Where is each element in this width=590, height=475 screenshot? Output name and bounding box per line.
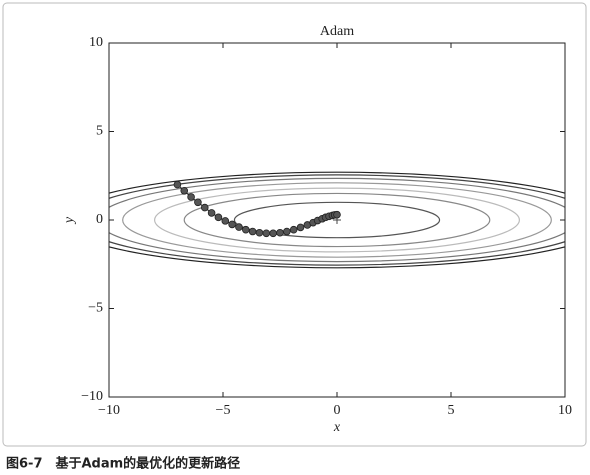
point: [221, 217, 230, 225]
point: [200, 203, 209, 212]
x-tick-label: 0: [334, 403, 341, 418]
y-tick-label: −5: [88, 301, 103, 316]
contour: [233, 201, 441, 239]
x-axis-label: x: [333, 420, 341, 435]
chart-title: Adam: [320, 24, 354, 39]
point: [276, 228, 284, 237]
point: [296, 223, 305, 232]
point: [255, 228, 264, 237]
contour: [109, 177, 565, 263]
point: [180, 186, 189, 195]
contour: [122, 182, 552, 258]
contour: [109, 174, 565, 266]
y-tick-label: −10: [81, 389, 103, 404]
point: [248, 227, 257, 236]
frame: [2, 2, 587, 447]
point: [269, 229, 277, 238]
x-tick-label: −10: [98, 403, 120, 418]
y-tick-label: 10: [89, 35, 103, 50]
point: [187, 193, 195, 201]
y-axis-label: y: [62, 216, 77, 225]
point: [194, 198, 202, 207]
y-tick-label: 0: [96, 212, 103, 227]
point: [242, 225, 250, 234]
point: [214, 213, 223, 222]
x-tick-label: 5: [448, 403, 455, 418]
point: [333, 210, 341, 219]
x-tick-label: −5: [216, 403, 231, 418]
point: [173, 180, 182, 189]
contour: [109, 171, 565, 269]
x-tick-label: 10: [558, 403, 572, 418]
contour: [183, 192, 491, 248]
point: [262, 229, 271, 238]
y-tick-label: 5: [96, 124, 103, 139]
point: [289, 225, 298, 234]
point: [228, 220, 236, 229]
contours: [109, 171, 565, 269]
point: [207, 209, 216, 217]
caption: 图6-7 基于Adam的最优化的更新路径: [6, 456, 240, 472]
contour: [154, 187, 520, 253]
point: [283, 227, 291, 236]
point: [235, 223, 243, 231]
